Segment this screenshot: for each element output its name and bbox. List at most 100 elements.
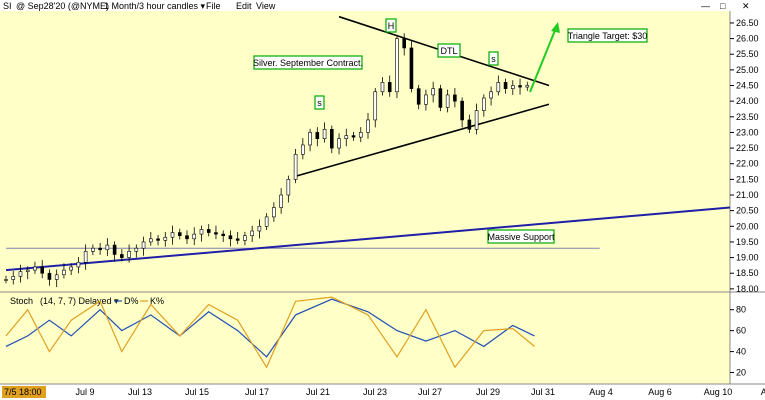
title-bar <box>0 0 765 11</box>
candle-body <box>373 91 378 121</box>
timeframe-selector[interactable]: 1 Month/3 hour candles ▾ <box>104 1 206 11</box>
candle-body <box>11 276 16 280</box>
candle-body <box>308 132 312 146</box>
price-tick-label: 18.50 <box>736 268 759 278</box>
price-tick-label: 22.50 <box>736 143 759 153</box>
target-annotation-text: Triangle Target: $30 <box>568 31 648 41</box>
candle-body <box>199 229 204 235</box>
x-first-label-bg <box>2 386 46 398</box>
candle-body <box>395 38 399 93</box>
price-tick-label: 24.00 <box>736 96 759 106</box>
window-control-2[interactable]: ✕ <box>742 1 750 11</box>
candle-body <box>235 238 240 241</box>
candle-body <box>315 132 320 140</box>
price-tick-label: 25.00 <box>736 65 759 75</box>
candle-body <box>380 82 385 93</box>
candle-body <box>453 94 457 102</box>
candle-body <box>366 119 370 133</box>
candle-body <box>33 266 37 271</box>
h-annotation-text: H <box>388 21 395 31</box>
menu-view[interactable]: View <box>256 1 276 11</box>
target-arrow-head <box>551 22 560 33</box>
x-tick-label: Jul 9 <box>75 387 94 397</box>
h-annotation-box <box>385 18 397 33</box>
x-tick-label: 7/5 18:00 <box>4 387 42 397</box>
price-tick-label: 23.50 <box>736 112 759 122</box>
candle-body <box>62 269 66 276</box>
candle-body <box>134 247 139 252</box>
candle-body <box>177 232 182 236</box>
candle-body <box>4 279 8 281</box>
candle-body <box>387 82 392 93</box>
symbol-label: SI <box>3 1 12 11</box>
lower-triangle-line <box>295 103 550 178</box>
target-arrow-line <box>529 27 557 93</box>
candle-body <box>337 138 341 149</box>
candle-body <box>257 226 262 232</box>
x-tick-label: Jul 27 <box>418 387 442 397</box>
s-right-annotation-box <box>488 51 499 66</box>
candle-body <box>445 94 450 108</box>
x-tick-label: Aug 6 <box>648 387 672 397</box>
x-tick-label: Jul 29 <box>476 387 500 397</box>
support-annotation-box <box>487 229 555 244</box>
price-tick-label: 26.50 <box>736 18 759 28</box>
candle-body <box>286 179 291 196</box>
candle-body <box>489 91 493 99</box>
stoch-label: Stoch <box>10 296 33 306</box>
candle-body <box>76 261 81 268</box>
window-control-1[interactable]: □ <box>720 1 726 11</box>
window-control-0[interactable]: — <box>701 1 710 11</box>
support-annotation-text: Massive Support <box>487 232 555 242</box>
price-tick-label: 25.50 <box>736 49 759 59</box>
price-tick-label: 19.00 <box>736 253 759 263</box>
candle-body <box>243 235 247 241</box>
menu-edit[interactable]: Edit <box>236 1 252 11</box>
candle-body <box>344 135 349 140</box>
stoch-params[interactable]: (14, 7, 7) Delayed ▾ <box>40 296 119 306</box>
candle-body <box>206 229 211 233</box>
x-tick-label: Jul 13 <box>128 387 152 397</box>
candle-body <box>482 97 486 111</box>
candle-body <box>510 85 515 89</box>
x-axis-band <box>0 384 765 400</box>
candle-body <box>264 216 269 227</box>
candle-body <box>518 85 522 88</box>
menu-file[interactable]: File <box>206 1 221 11</box>
title-annotation-box <box>253 55 363 70</box>
candle-body <box>192 233 197 240</box>
price-tick-label: 22.00 <box>736 159 759 169</box>
price-tick-label: 19.50 <box>736 237 759 247</box>
x-tick-label: Jul 31 <box>531 387 555 397</box>
candle-body <box>329 129 334 149</box>
x-tick-label: Aug 10 <box>704 387 733 397</box>
contract-label[interactable]: @ Sep28'20 (@NYME) <box>16 1 109 11</box>
x-tick-label: Aug 12 <box>761 387 765 397</box>
y-axis-band <box>730 11 765 384</box>
dtl-annotation-text: DTL <box>440 46 457 56</box>
stoch-panel <box>0 294 730 384</box>
candle-body <box>47 272 52 280</box>
price-tick-label: 23.00 <box>736 127 759 137</box>
candle-body <box>293 154 298 180</box>
candle-body <box>496 82 501 93</box>
candle-body <box>83 251 88 263</box>
price-tick-label: 21.50 <box>736 174 759 184</box>
candle-body <box>25 269 30 272</box>
stoch-tick-label: 20 <box>736 368 746 378</box>
candle-body <box>170 232 175 238</box>
price-tick-label: 20.00 <box>736 221 759 231</box>
candle-body <box>18 271 23 277</box>
candle-body <box>250 230 254 236</box>
candle-body <box>163 236 168 241</box>
candle-body <box>474 110 479 130</box>
candle-body <box>214 232 218 235</box>
s-left-annotation-box <box>314 95 325 110</box>
candle-body <box>98 247 102 251</box>
candle-body <box>279 194 283 208</box>
candle-body <box>358 132 363 138</box>
candle-body <box>409 47 414 89</box>
candle-body <box>228 235 233 240</box>
